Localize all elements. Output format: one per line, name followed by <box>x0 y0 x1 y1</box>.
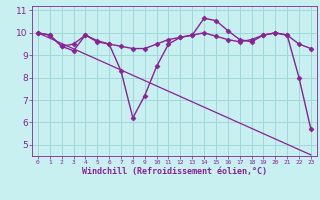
X-axis label: Windchill (Refroidissement éolien,°C): Windchill (Refroidissement éolien,°C) <box>82 167 267 176</box>
